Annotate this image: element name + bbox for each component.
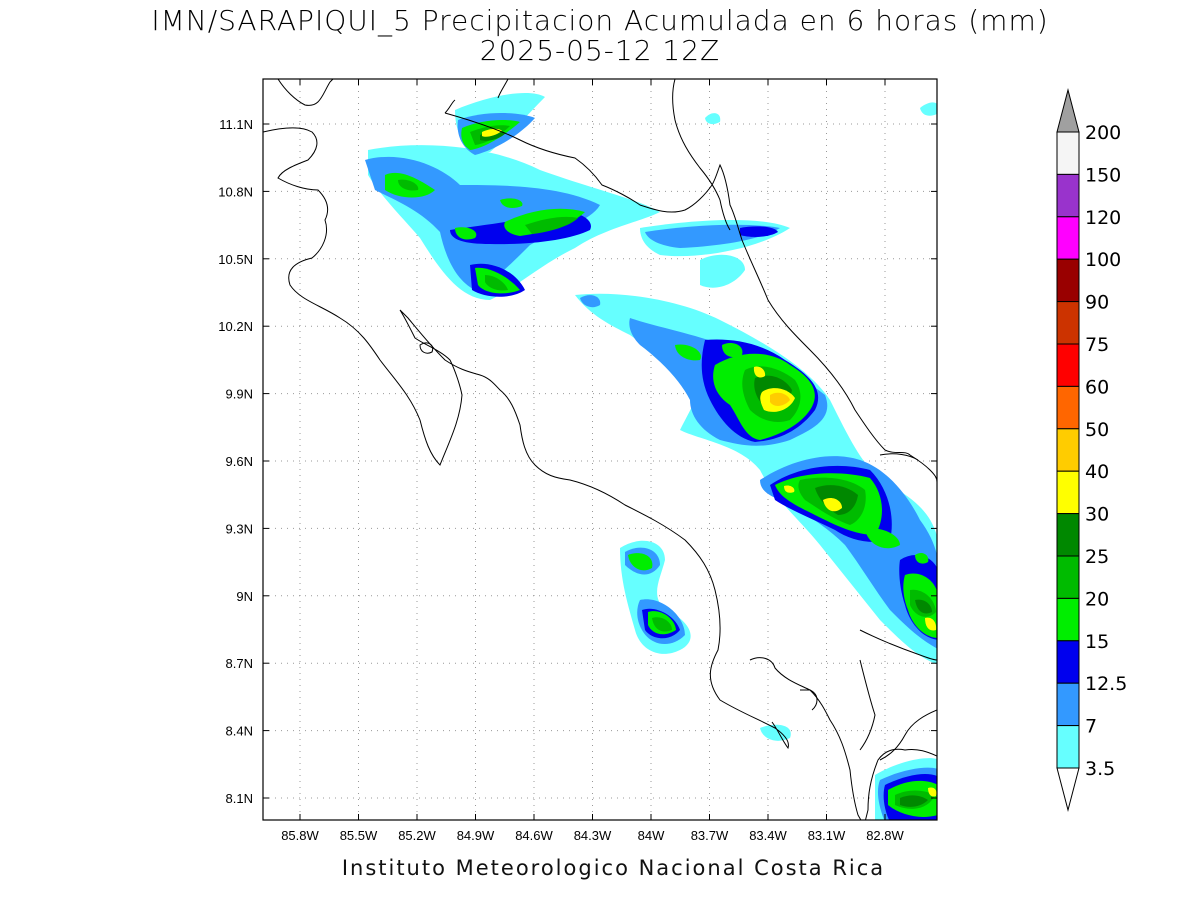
colorbar-label: 150 (1085, 164, 1121, 186)
lat-tick-label: 10.2N (218, 319, 253, 334)
colorbar-label: 20 (1085, 588, 1109, 610)
colorbar-top-arrow (1056, 88, 1080, 133)
colorbar-swatch (1056, 131, 1080, 175)
colorbar-swatch (1056, 555, 1080, 599)
lon-tick-label: 85.2W (398, 828, 436, 843)
colorbar-label: 40 (1085, 461, 1109, 483)
colorbar-swatch (1056, 301, 1080, 345)
colorbar-swatch (1056, 428, 1080, 472)
lon-tick-label: 84.6W (515, 828, 553, 843)
colorbar-swatch (1056, 258, 1080, 303)
latitude-axis: 11.1N 10.8N 10.5N 10.2N 9.9N 9.6N 9.3N 9N 8.7N 8.… (218, 117, 937, 806)
colorbar-bottom-arrow (1056, 767, 1080, 812)
colorbar-swatch (1056, 216, 1080, 260)
colorbar-swatch (1056, 640, 1080, 684)
map-title: IMN/SARAPIQUI_5 Precipitacion Acumulada … (151, 4, 1049, 37)
lat-tick-label: 8.7N (226, 656, 253, 671)
lon-tick-label: 84W (638, 828, 665, 843)
colorbar-label: 100 (1085, 249, 1121, 271)
lat-tick-label: 9N (236, 589, 253, 604)
colorbar-label: 15 (1085, 631, 1109, 653)
lon-tick-label: 83.1W (808, 828, 846, 843)
lon-tick-label: 85.8W (281, 828, 319, 843)
lat-tick-label: 8.1N (226, 791, 253, 806)
lat-tick-label: 10.8N (218, 184, 253, 199)
colorbar-label: 120 (1085, 207, 1121, 229)
map-subtitle-date: 2025-05-12 12Z (479, 34, 721, 67)
colorbar-swatch (1056, 597, 1080, 642)
colorbar-legend: 200 150 120 100 90 75 60 50 40 30 25 20 15 12.5 7 3.5 (1056, 88, 1127, 812)
colorbar-swatch (1056, 470, 1080, 515)
lon-tick-label: 82.8W (866, 828, 904, 843)
colorbar-label: 7 (1085, 716, 1097, 738)
colorbar-label: 90 (1085, 292, 1109, 314)
colorbar-label: 60 (1085, 376, 1109, 398)
footer-credit: Instituto Meteorologico Nacional Costa R… (341, 856, 886, 880)
colorbar-swatch (1056, 173, 1080, 218)
colorbar-swatch (1056, 513, 1080, 557)
colorbar-swatch (1056, 725, 1080, 769)
colorbar-label: 30 (1085, 504, 1109, 526)
lon-tick-label: 83.4W (749, 828, 787, 843)
lat-tick-label: 9.9N (226, 387, 253, 402)
lon-tick-label: 84.9W (457, 828, 495, 843)
longitude-axis: 85.8W 85.5W 85.2W 84.9W 84.6W 84.3W 84W 83.7W 83… (281, 79, 905, 843)
lat-tick-label: 11.1N (219, 117, 253, 132)
colorbar-label: 25 (1085, 546, 1109, 568)
lat-tick-label: 9.3N (226, 521, 253, 536)
coastlines-and-borders (263, 79, 937, 820)
precipitation-field (365, 93, 937, 820)
colorbar-label: 3.5 (1085, 758, 1115, 780)
lat-tick-label: 10.5N (218, 252, 253, 267)
lon-tick-label: 83.7W (691, 828, 729, 843)
lon-tick-label: 85.5W (340, 828, 378, 843)
colorbar-label: 75 (1085, 334, 1109, 356)
colorbar-label: 12.5 (1085, 673, 1127, 695)
colorbar-label: 50 (1085, 419, 1109, 441)
colorbar-swatch (1056, 343, 1080, 387)
lon-tick-label: 84.3W (574, 828, 612, 843)
lat-tick-label: 9.6N (226, 454, 253, 469)
colorbar-label: 200 (1085, 122, 1121, 144)
colorbar-swatch (1056, 682, 1080, 727)
colorbar-swatch (1056, 385, 1080, 430)
lat-tick-label: 8.4N (226, 724, 253, 739)
map-frame (262, 78, 938, 821)
